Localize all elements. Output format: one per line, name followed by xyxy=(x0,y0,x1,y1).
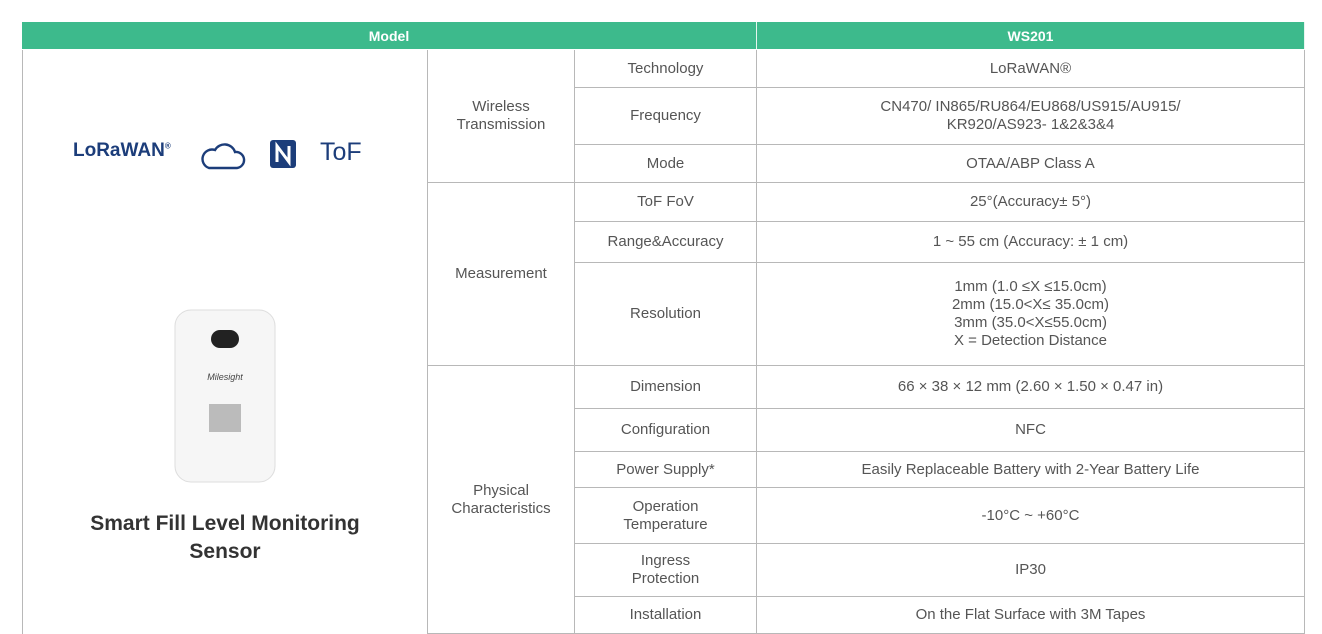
value-cell-line: X = Detection Distance xyxy=(954,332,1107,349)
parameter-cell-line: Protection xyxy=(631,570,700,587)
lorawan-logo: LoRaWAN® xyxy=(73,140,171,161)
header-product: WS201 xyxy=(757,22,1305,50)
device-brand: Milesight xyxy=(207,372,243,382)
value-cell-line: OTAA/ABP Class A xyxy=(966,154,1095,172)
value-cell-line: LoRaWAN® xyxy=(989,59,1072,77)
parameter-cell-line: Power Supply* xyxy=(616,460,715,478)
product-name-line: Smart Fill Level Monitoring xyxy=(90,512,360,535)
parameter-cell-line: Range&Accuracy xyxy=(607,233,724,250)
parameter-cell-line: Configuration xyxy=(620,421,711,438)
group-cell: Measurement xyxy=(428,183,575,366)
group-cell-line: Physical xyxy=(473,481,529,499)
value-cell-line: 66 × 38 × 12 mm (2.60 × 1.50 × 0.47 in) xyxy=(897,378,1164,395)
value-cell-line: 1 ~ 55 cm (Accuracy: ± 1 cm) xyxy=(932,233,1129,250)
value-cell-line: 1mm (1.0 ≤X ≤15.0cm) xyxy=(954,278,1107,295)
value-cell: -10°C ~ +60°C xyxy=(757,488,1305,544)
product-name-line: Sensor xyxy=(189,540,261,563)
value-cell-line: 2mm (15.0<X≤ 35.0cm) xyxy=(951,296,1110,313)
group-cell-line: Transmission xyxy=(456,116,546,133)
parameter-cell: Ingress Protection xyxy=(575,544,757,597)
cloud-icon xyxy=(201,143,246,170)
value-cell: 25°(Accuracy± 5°) xyxy=(757,183,1305,222)
group-cell-line: Wireless xyxy=(472,98,530,115)
value-cell: Easily Replaceable Battery with 2-Year B… xyxy=(757,452,1305,488)
tof-logo: ToF xyxy=(320,138,362,166)
value-cell-line: 3mm (35.0<X≤55.0cm) xyxy=(954,314,1107,331)
value-cell: 1 ~ 55 cm (Accuracy: ± 1 cm) xyxy=(757,222,1305,263)
parameter-cell-line: Temperature xyxy=(623,515,708,533)
product-panel: LoRaWAN® ToF Milesight Smart Fill Level … xyxy=(22,50,428,634)
parameter-cell: Resolution xyxy=(575,263,757,366)
parameter-cell: Dimension xyxy=(575,366,757,409)
value-cell: CN470/ IN865/RU864/EU868/US915/AU915/KR9… xyxy=(757,88,1305,145)
parameter-cell: Power Supply* xyxy=(575,452,757,488)
parameter-cell-line: Frequency xyxy=(630,107,701,124)
value-cell: OTAA/ABP Class A xyxy=(757,145,1305,183)
value-cell: NFC xyxy=(757,409,1305,452)
value-cell-line: KR920/AS923- 1&2&3&4 xyxy=(946,116,1115,133)
product-name: Smart Fill Level Monitoring Sensor xyxy=(23,510,427,566)
parameter-cell: Technology xyxy=(575,50,757,88)
parameter-cell: Configuration xyxy=(575,409,757,452)
parameter-cell: ToF FoV xyxy=(575,183,757,222)
value-cell-line: On the Flat Surface with 3M Tapes xyxy=(915,606,1146,623)
value-cell: On the Flat Surface with 3M Tapes xyxy=(757,597,1305,634)
parameter-cell-line: Operation xyxy=(632,497,699,515)
value-cell-line: -10°C ~ +60°C xyxy=(981,506,1080,524)
parameter-cell: Frequency xyxy=(575,88,757,145)
parameter-cell-line: Technology xyxy=(627,59,704,77)
group-cell: Physical Characteristics xyxy=(428,366,575,634)
header-model: Model xyxy=(22,22,757,50)
parameter-cell-line: Resolution xyxy=(630,305,701,322)
value-cell: 66 × 38 × 12 mm (2.60 × 1.50 × 0.47 in) xyxy=(757,366,1305,409)
parameter-cell-line: Installation xyxy=(629,606,702,623)
value-cell: 1mm (1.0 ≤X ≤15.0cm) 2mm (15.0<X≤ 35.0cm)… xyxy=(757,263,1305,366)
value-cell-line: 25°(Accuracy± 5°) xyxy=(969,193,1092,210)
parameter-cell-line: Ingress xyxy=(640,552,691,569)
device-image: Milesight xyxy=(174,309,276,483)
value-cell-line: NFC xyxy=(1015,421,1046,438)
value-cell-line: IP30 xyxy=(1015,561,1046,578)
parameter-cell-line: ToF FoV xyxy=(637,193,694,210)
value-cell: IP30 xyxy=(757,544,1305,597)
nfc-icon xyxy=(270,140,296,168)
parameter-cell: Operation Temperature xyxy=(575,488,757,544)
parameter-cell-line: Dimension xyxy=(630,378,701,395)
parameter-cell-line: Mode xyxy=(646,154,685,172)
group-cell-line: Measurement xyxy=(455,265,547,282)
value-cell: LoRaWAN® xyxy=(757,50,1305,88)
parameter-cell: Mode xyxy=(575,145,757,183)
parameter-cell: Installation xyxy=(575,597,757,634)
value-cell-line: Easily Replaceable Battery with 2-Year B… xyxy=(861,460,1200,478)
parameter-cell: Range&Accuracy xyxy=(575,222,757,263)
group-cell-line: Characteristics xyxy=(451,499,551,517)
group-cell: Wireless Transmission xyxy=(428,50,575,183)
value-cell-line: CN470/ IN865/RU864/EU868/US915/AU915/ xyxy=(880,98,1181,115)
